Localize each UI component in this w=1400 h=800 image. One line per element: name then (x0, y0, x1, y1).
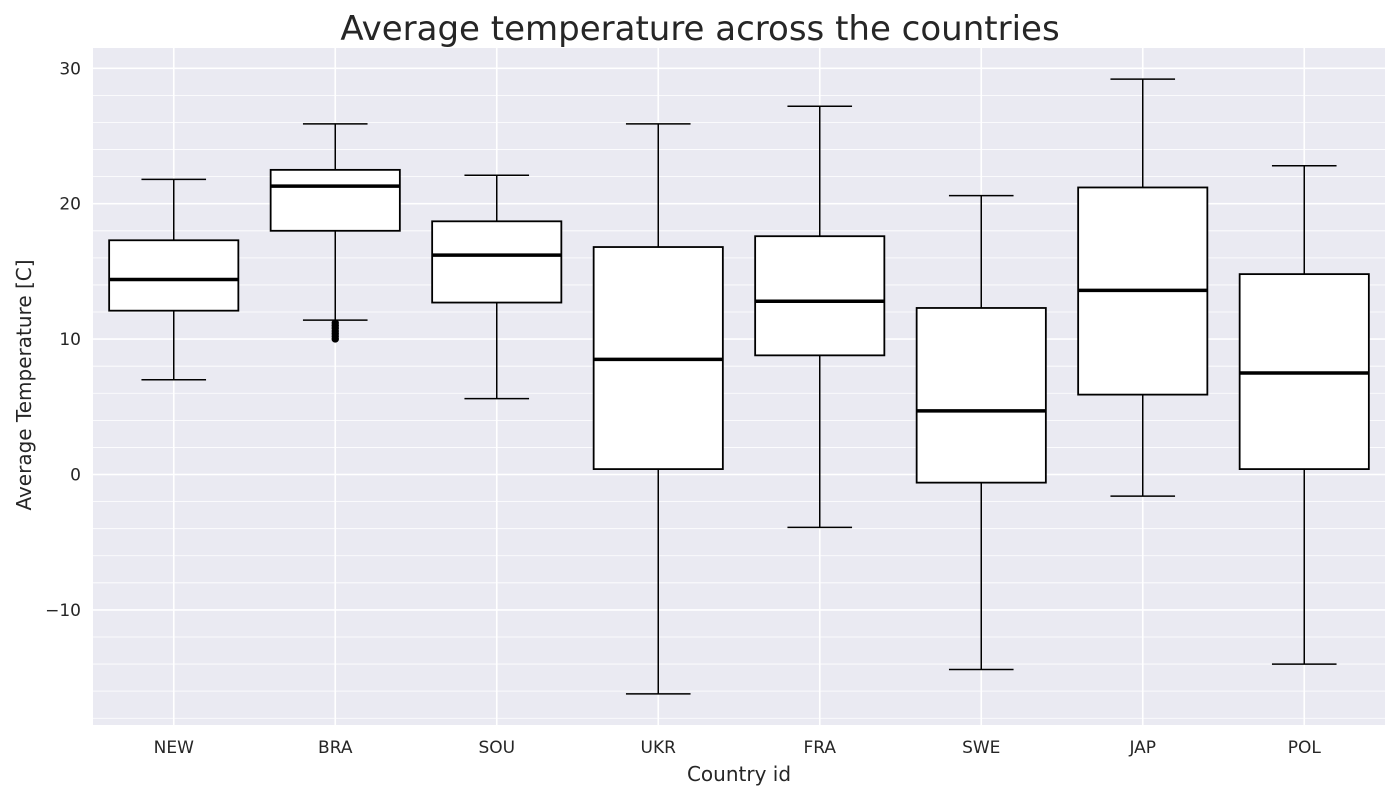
box-series (108, 78, 1370, 695)
x-tick-label: UKR (641, 738, 677, 758)
box-fra (754, 105, 886, 529)
box-sou (431, 174, 563, 400)
x-tick-label: NEW (154, 738, 194, 758)
outlier-point (331, 335, 339, 343)
x-tick-label: SOU (478, 738, 515, 758)
box-iqr (915, 307, 1047, 484)
box-iqr (431, 220, 563, 304)
x-tick-label: FRA (803, 738, 836, 758)
x-tick-label: SWE (962, 738, 1000, 758)
box-new (108, 178, 240, 381)
box-bra (269, 123, 401, 343)
y-tick-label: 10 (59, 330, 81, 350)
x-axis-label: Country id (687, 762, 791, 786)
box-swe (915, 194, 1047, 671)
y-tick-label: 20 (59, 195, 81, 215)
box-pol (1238, 165, 1370, 665)
y-axis-label: Average Temperature [C] (12, 259, 36, 510)
chart-title: Average temperature across the countries (340, 9, 1059, 49)
x-tick-label: JAP (1128, 738, 1156, 758)
box-iqr (269, 168, 401, 232)
box-ukr (592, 123, 724, 695)
x-tick-label: BRA (318, 738, 353, 758)
box-iqr (754, 235, 886, 357)
x-tick-label: POL (1288, 738, 1322, 758)
y-tick-label: 30 (59, 59, 81, 79)
y-tick-label: −10 (45, 601, 81, 621)
tick-labels: −10 0 10 20 30 NEW BRA SOU UKR FRA SWE JAP POL (45, 59, 1321, 758)
box-jap (1077, 78, 1209, 497)
box-iqr (108, 239, 240, 312)
y-tick-label: 0 (70, 466, 81, 486)
